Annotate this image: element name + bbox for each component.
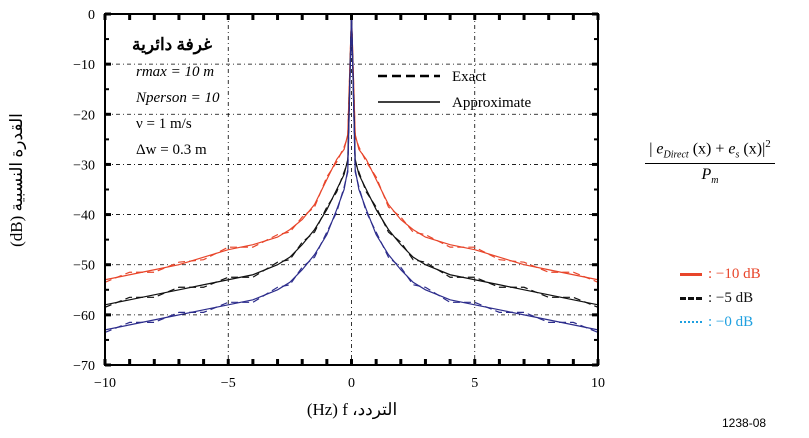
- annotation-velocity: ν = 1 m/s: [136, 116, 192, 132]
- figure-id: 1238-08: [722, 416, 767, 430]
- tick-labels: 0−10−20−30−40−50−60−70−10 −5 0 5 10: [73, 8, 605, 391]
- y-tick-label: −50: [73, 259, 95, 274]
- y-axis-title: (dB) القدرة النسبية: [7, 113, 27, 247]
- x-tick-label: 10: [591, 376, 605, 391]
- x-tick-label: −5: [221, 376, 236, 391]
- level-legend-item: : −0 dB: [680, 310, 761, 334]
- legend-approx-label: Approximate: [452, 95, 531, 111]
- y-tick-label: −20: [73, 108, 95, 123]
- level-swatch-blue: [680, 321, 702, 323]
- level-legend: : −10 dB : −5 dB : −0 dB: [680, 262, 761, 334]
- y-tick-label: −70: [73, 359, 95, 374]
- x-tick-label: 0: [348, 376, 355, 391]
- formula-numerator: | eDirect (x) + es (x)|2: [645, 138, 775, 164]
- level-label-0db: : −0 dB: [708, 313, 754, 330]
- y-tick-label: −60: [73, 309, 95, 324]
- y-tick-label: 0: [88, 8, 95, 23]
- style-legend: Exact Approximate: [378, 69, 531, 111]
- annotation-nperson: Nperson = 10: [135, 90, 220, 106]
- grid-lines: [105, 14, 598, 365]
- series-line-exact: [104, 13, 599, 308]
- tick-marks: [103, 12, 600, 367]
- x-tick-label: 5: [471, 376, 478, 391]
- level-legend-item: : −5 dB: [680, 286, 761, 310]
- level-legend-item: : −10 dB: [680, 262, 761, 286]
- formula: | eDirect (x) + es (x)|2 Pm: [620, 138, 800, 186]
- legend-exact-label: Exact: [452, 69, 487, 85]
- formula-denominator: Pm: [701, 165, 719, 186]
- annotation-title: غرفة دائرية: [132, 35, 212, 55]
- level-label-10db: : −10 dB: [708, 265, 761, 282]
- x-axis-title: (Hz) f ،التردد: [307, 400, 397, 420]
- y-tick-label: −30: [73, 158, 95, 173]
- level-swatch-red: [680, 272, 702, 276]
- annotation-width: Δw = 0.3 m: [136, 142, 207, 158]
- y-tick-label: −40: [73, 209, 95, 224]
- y-tick-label: −10: [73, 58, 95, 73]
- annotation-rmax: rmax = 10 m: [136, 64, 214, 80]
- level-label-5db: : −5 dB: [708, 289, 754, 306]
- x-tick-label: −10: [94, 376, 116, 391]
- level-swatch-black: [680, 296, 702, 300]
